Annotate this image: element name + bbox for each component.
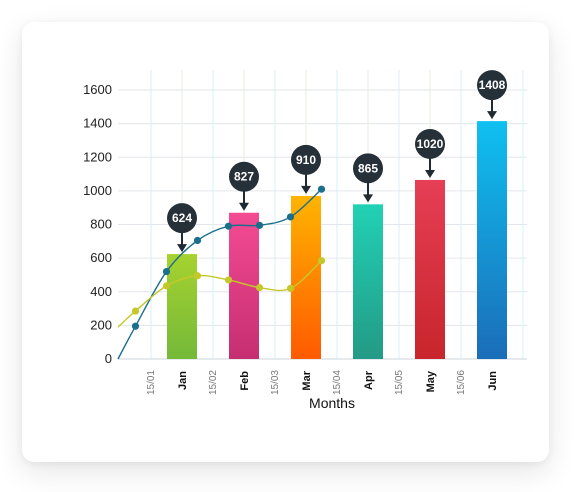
x-tick-label: Mar [301, 370, 313, 390]
x-tick-label: Jun [487, 371, 499, 391]
callout-arrow [301, 185, 311, 194]
series-2-point [286, 284, 295, 292]
callout-arrow [425, 169, 435, 178]
series-2-point [317, 257, 326, 265]
bars [167, 121, 507, 360]
callout-bubble [415, 128, 445, 159]
x-tick-label: Jan [177, 371, 189, 390]
data-label: 1408 [479, 78, 506, 92]
series-1-point [162, 267, 171, 276]
data-label: 1020 [417, 137, 444, 151]
x-minor-tick-label: 15/01 [146, 370, 157, 395]
y-tick-label: 600 [90, 250, 112, 265]
callout-bubble [353, 153, 383, 184]
callout-bubble [291, 144, 321, 175]
x-tick-label: Feb [239, 371, 251, 391]
x-minor-tick-label: 15/06 [456, 370, 467, 395]
series-line-2 [117, 260, 322, 328]
x-axis-label: Months [309, 395, 355, 411]
callout-arrow [363, 194, 373, 203]
bar-feb [229, 212, 259, 359]
y-tick-label: 1200 [83, 149, 112, 164]
x-minor-tick-label: 15/05 [394, 370, 405, 395]
line-series [117, 185, 326, 360]
x-tick-label: Apr [363, 370, 375, 390]
callout-arrow [487, 111, 497, 120]
y-tick-label: 1400 [83, 116, 112, 131]
bar-line-chart: 0 200 400 600 800 1000 1200 1400 1600 15/01 15/02… [83, 70, 527, 411]
chart-card: 0 200 400 600 800 1000 1200 1400 1600 15/01 15/02… [22, 22, 549, 462]
series-1-point [224, 222, 233, 230]
series-1-point [131, 322, 140, 330]
y-axis-ticks: 0 200 400 600 800 1000 1200 1400 1600 [83, 82, 112, 366]
callout-arrow [239, 202, 249, 211]
y-tick-label: 0 [105, 351, 112, 366]
y-tick-label: 200 [90, 317, 112, 332]
callout-apr: 865 [353, 153, 383, 203]
bar-jun [477, 121, 507, 360]
data-label: 910 [296, 153, 316, 167]
callout-jan: 624 [167, 203, 197, 253]
callout-bubble [167, 203, 197, 234]
series-1-point [193, 236, 202, 245]
callout-may: 1020 [415, 128, 445, 178]
value-callouts: 624 827 910 865 1020 1408 [167, 70, 507, 253]
x-minor-tick-label: 15/02 [208, 370, 219, 395]
data-label: 624 [172, 211, 192, 225]
callout-mar: 910 [291, 144, 321, 194]
x-axis-ticks: 15/01 15/02 15/03 15/04 15/05 15/06 Jan Feb Mar A… [146, 370, 499, 395]
series-1-point [255, 221, 264, 229]
data-label: 865 [358, 161, 378, 175]
series-1-point [286, 213, 295, 221]
y-tick-label: 400 [90, 284, 112, 299]
bar-jan [167, 254, 197, 359]
bar-may [415, 179, 445, 359]
x-minor-tick-label: 15/03 [270, 370, 281, 395]
callout-arrow [177, 244, 187, 253]
series-2-point [193, 272, 202, 280]
series-2-point [224, 276, 233, 284]
y-tick-label: 800 [90, 217, 112, 232]
x-tick-label: May [425, 370, 437, 392]
series-2-point [131, 307, 140, 315]
x-minor-tick-label: 15/04 [332, 370, 343, 395]
callout-bubble [477, 70, 507, 101]
series-1-point [317, 185, 326, 193]
callout-feb: 827 [229, 161, 259, 211]
series-2-point [162, 282, 171, 290]
series-2-point [255, 283, 264, 292]
bar-apr [353, 204, 383, 359]
y-tick-label: 1600 [83, 82, 112, 97]
bar-mar [291, 195, 321, 359]
callout-bubble [229, 161, 259, 192]
data-label: 827 [234, 170, 254, 184]
callout-jun: 1408 [477, 70, 507, 120]
y-tick-label: 1000 [83, 183, 112, 198]
